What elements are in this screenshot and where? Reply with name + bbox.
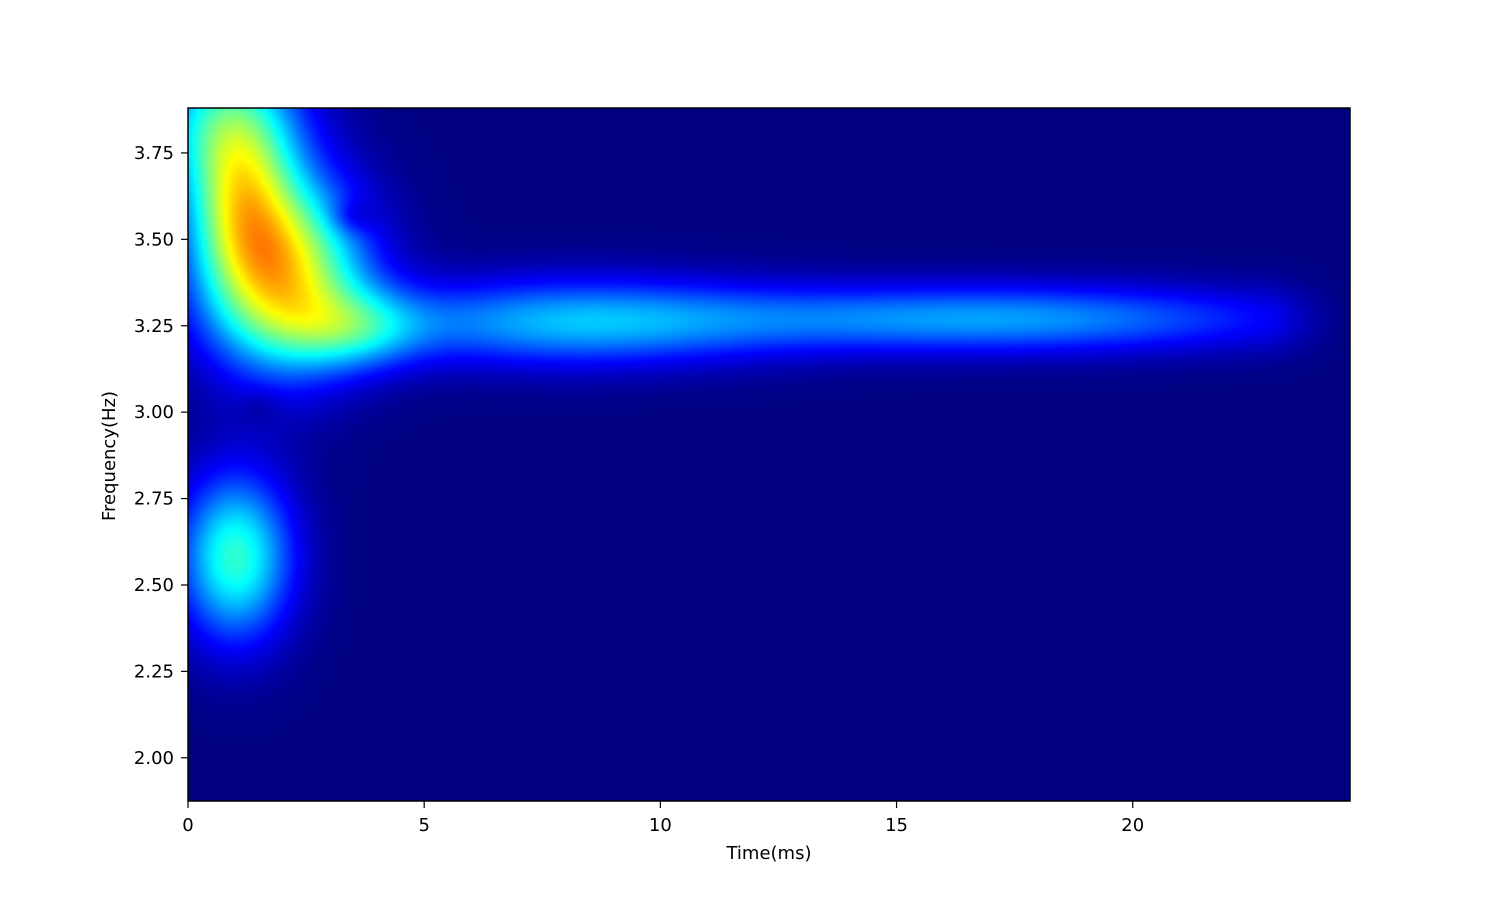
y-tick-label: 2.50	[134, 575, 174, 596]
y-tick-label: 2.25	[134, 661, 174, 682]
x-axis-label: Time(ms)	[725, 843, 811, 864]
y-axis-label: Frequency(Hz)	[99, 391, 120, 521]
y-tick-label: 3.50	[134, 229, 174, 250]
x-tick-label: 20	[1121, 815, 1144, 836]
heatmap-image	[188, 108, 1350, 801]
y-tick-label: 2.75	[134, 489, 174, 510]
x-tick-label: 15	[885, 815, 908, 836]
y-tick-label: 3.25	[134, 316, 174, 337]
x-tick-label: 0	[182, 815, 193, 836]
x-tick-label: 5	[418, 815, 429, 836]
y-tick-label: 2.00	[134, 748, 174, 769]
plot-frame	[187, 107, 1351, 802]
heatmap-area	[188, 108, 1350, 801]
x-axis: 0 5 10 15 20	[182, 801, 1144, 836]
y-tick-label: 3.00	[134, 402, 174, 423]
y-tick-label: 3.75	[134, 143, 174, 164]
x-tick-label: 10	[649, 815, 672, 836]
y-axis: 2.00 2.25 2.50 2.75 3.00 3.25 3.50 3.75	[134, 143, 188, 769]
